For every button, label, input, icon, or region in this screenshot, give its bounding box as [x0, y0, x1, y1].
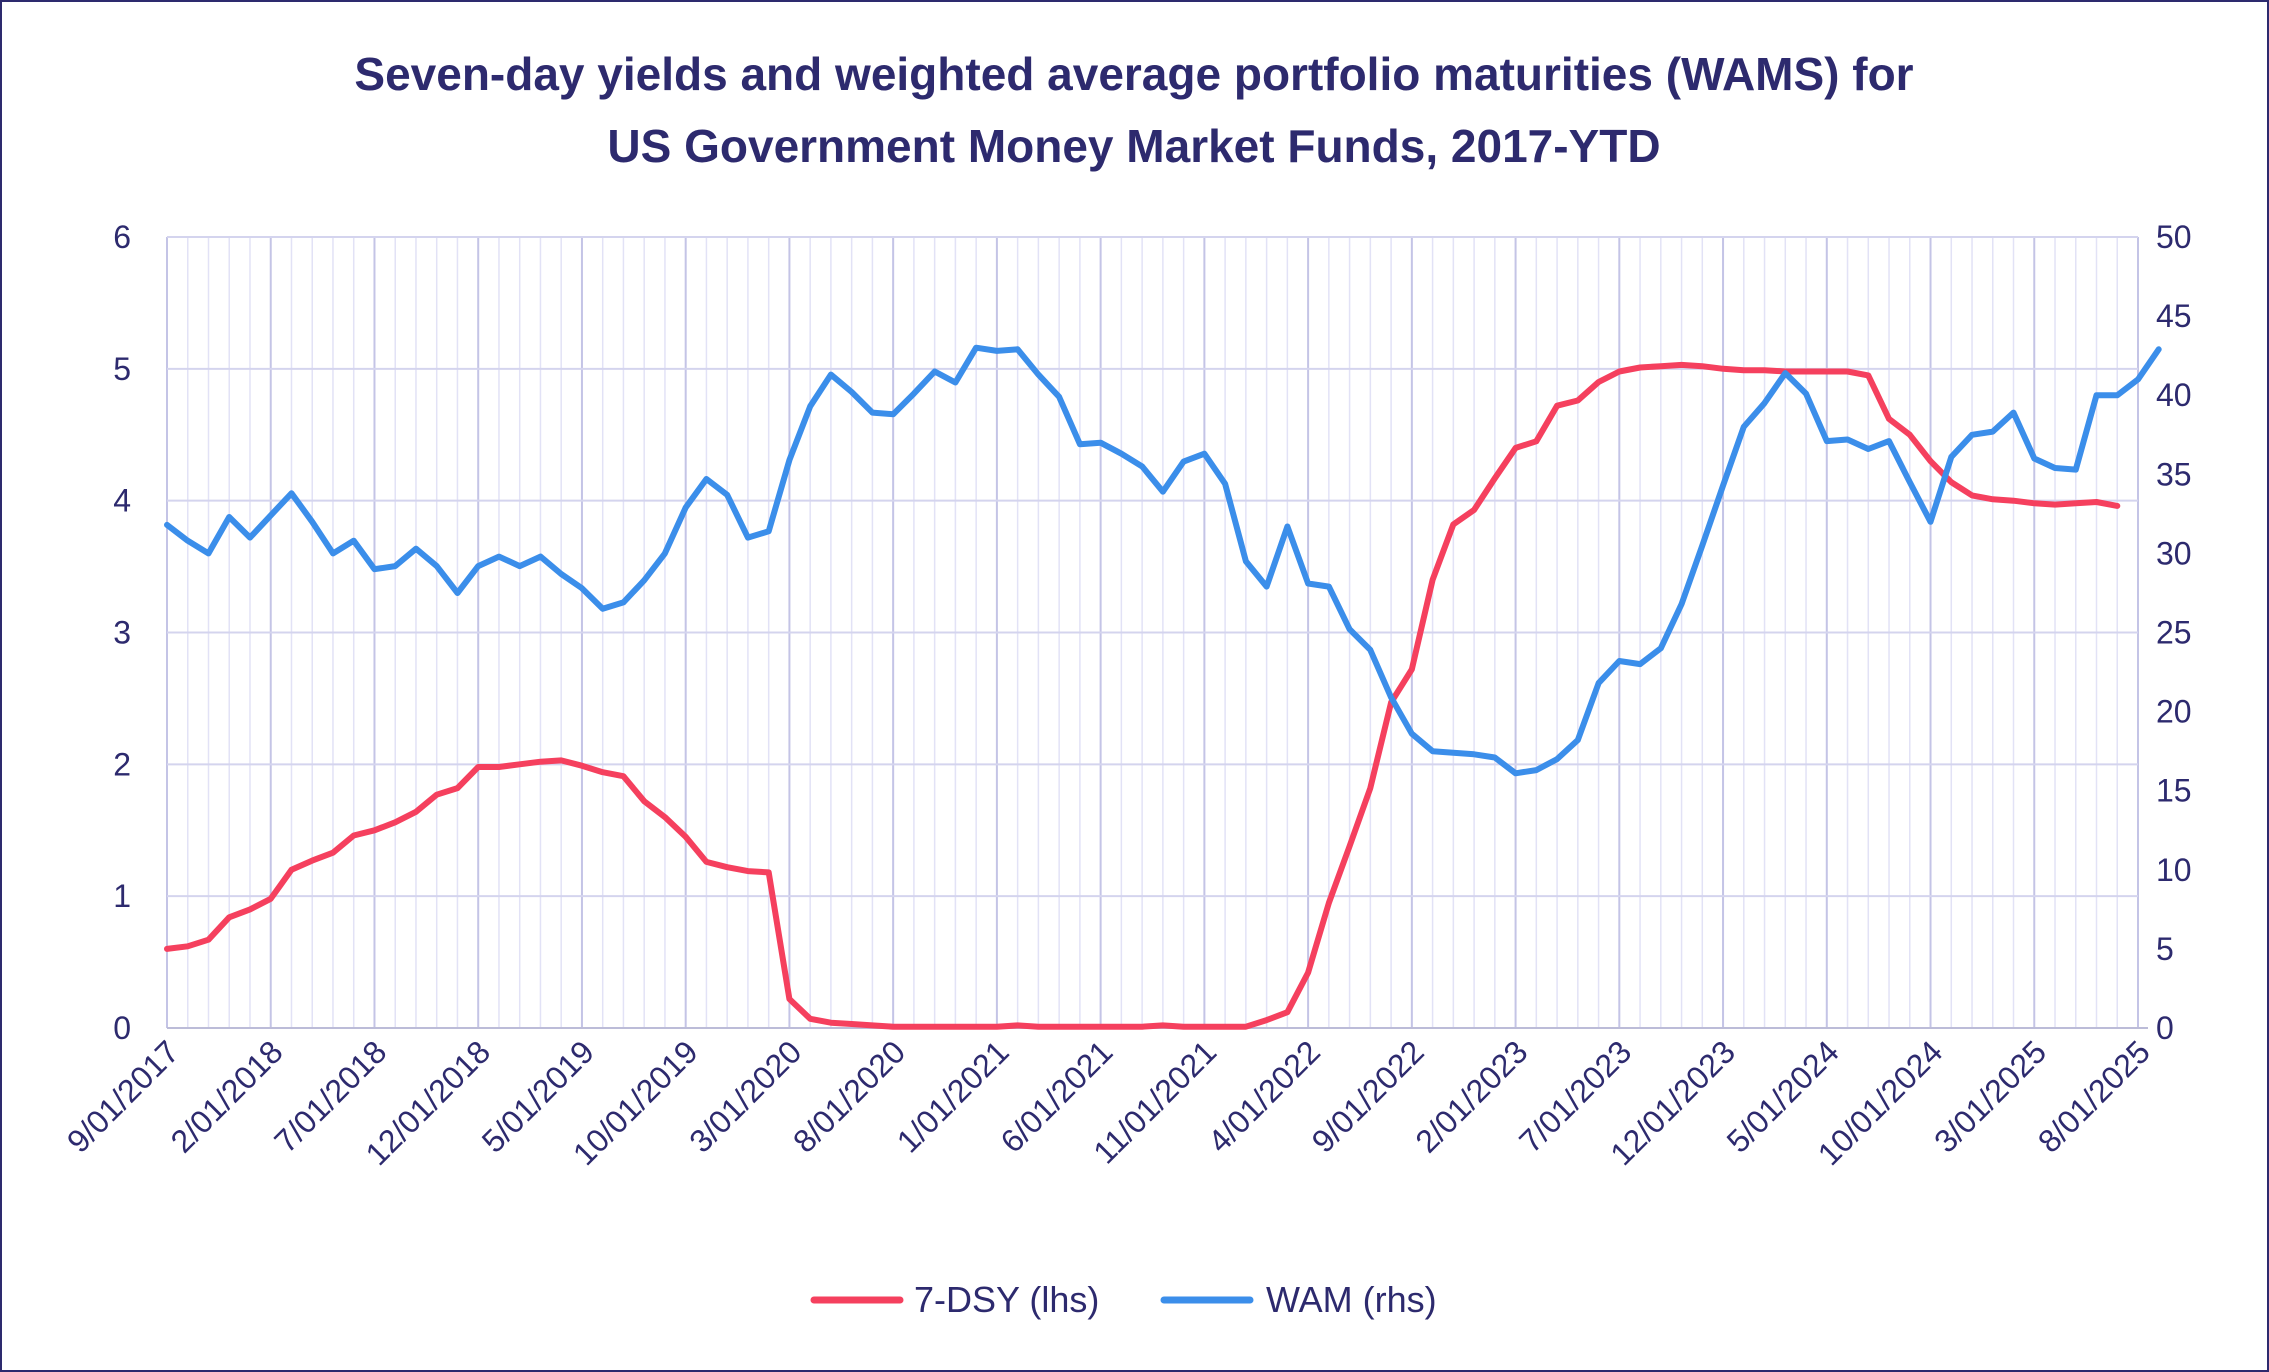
y-right-tick-label: 30	[2156, 535, 2192, 571]
x-tick-label: 8/01/2020	[786, 1033, 912, 1159]
x-tick-label: 9/01/2017	[60, 1033, 186, 1159]
x-tick-label: 4/01/2022	[1201, 1033, 1327, 1159]
y-left-tick-label: 1	[113, 878, 131, 914]
y-left-tick-label: 0	[113, 1010, 131, 1046]
series	[164, 344, 2162, 1030]
x-tick-label: 3/01/2020	[682, 1033, 808, 1159]
legend-label: WAM (rhs)	[1266, 1279, 1437, 1320]
x-tick-label: 2/01/2018	[164, 1033, 290, 1159]
y-right-tick-label: 35	[2156, 456, 2192, 492]
y-right-tick-label: 15	[2156, 773, 2192, 809]
y-right-tick-label: 45	[2156, 298, 2192, 334]
y-left-tick-label: 5	[113, 351, 131, 387]
y-left-tick-label: 3	[113, 615, 131, 651]
y-left-tick-label: 2	[113, 746, 131, 782]
x-tick-label: 1/01/2021	[890, 1033, 1016, 1159]
legend-label: 7-DSY (lhs)	[914, 1279, 1099, 1320]
y-left-tick-label: 4	[113, 483, 131, 519]
chart-title-line-2: US Government Money Market Funds, 2017-Y…	[607, 120, 1660, 172]
chart-title-line-1: Seven-day yields and weighted average po…	[354, 48, 1913, 100]
y-right-tick-label: 5	[2156, 931, 2174, 967]
y-right-tick-label: 50	[2156, 219, 2192, 255]
grid	[166, 236, 2139, 1029]
x-tick-label: 8/01/2025	[2031, 1033, 2157, 1159]
y-right-tick-label: 25	[2156, 615, 2192, 651]
y-right-tick-label: 0	[2156, 1010, 2174, 1046]
x-tick-label: 3/01/2025	[1927, 1033, 2053, 1159]
y-right-tick-label: 40	[2156, 377, 2192, 413]
y-right-tick-label: 20	[2156, 694, 2192, 730]
series-line-wam	[164, 344, 2162, 777]
legend: 7-DSY (lhs) WAM (rhs)	[810, 1279, 1437, 1320]
series-line-seven-day-yield	[164, 361, 2121, 1030]
y-left-tick-label: 6	[113, 219, 131, 255]
x-tick-label: 9/01/2022	[1305, 1033, 1431, 1159]
x-tick-label: 2/01/2023	[1408, 1033, 1534, 1159]
y-right-tick-label: 10	[2156, 852, 2192, 888]
